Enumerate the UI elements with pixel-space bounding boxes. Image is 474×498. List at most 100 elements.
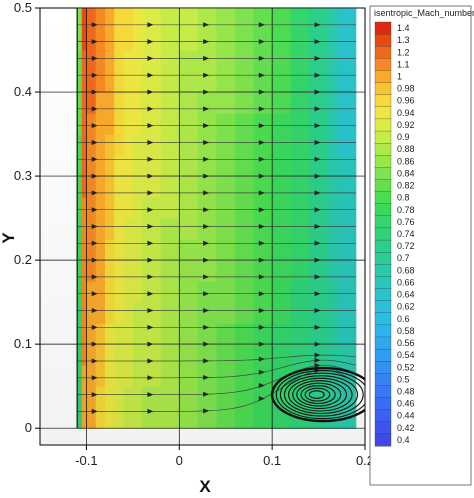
streamline-arrow (314, 106, 321, 112)
streamline-arrow (203, 257, 210, 263)
legend-label: 0.72 (397, 241, 415, 251)
legend-label: 0.5 (397, 374, 410, 384)
streamline-arrow (314, 39, 321, 45)
streamline-arrow (203, 139, 210, 145)
legend-label: 0.56 (397, 338, 415, 348)
legend-swatch (374, 82, 392, 96)
legend-swatch (374, 179, 392, 193)
legend-label: 0.92 (397, 120, 415, 130)
streamline-arrow (258, 139, 265, 145)
streamline-arrow (91, 375, 98, 381)
streamlines (77, 22, 356, 414)
streamline-arrow (147, 156, 154, 162)
streamline-arrow (314, 173, 321, 179)
streamline-arrow (147, 408, 154, 414)
streamline-arrow (147, 173, 154, 179)
streamline-arrow (91, 291, 98, 297)
vortex-loop (279, 372, 364, 417)
streamline-arrow (91, 173, 98, 179)
streamline-arrow (314, 139, 321, 145)
streamline-arrow (91, 22, 98, 28)
streamline-arrow (258, 106, 265, 112)
legend-swatch (374, 348, 392, 362)
streamline-arrow (203, 391, 210, 397)
streamline-arrow (203, 55, 210, 61)
streamline-arrow (314, 274, 321, 280)
legend-swatch (374, 33, 392, 47)
streamline-arrow (258, 324, 265, 330)
y-tick-label: 0 (25, 420, 32, 435)
streamline-arrow (203, 39, 210, 45)
vortex-loop (270, 366, 365, 423)
legend-swatch (374, 252, 392, 265)
legend-label: 0.94 (397, 108, 415, 118)
streamline-arrow (91, 257, 98, 263)
legend-swatch (374, 130, 392, 144)
streamline-arrow (258, 257, 265, 263)
streamline-arrow (91, 72, 98, 78)
streamline-arrow (203, 341, 210, 347)
y-tick-label: 0.2 (14, 252, 32, 267)
legend-swatch (374, 21, 392, 35)
streamline-arrow (147, 106, 154, 112)
streamline-arrow (203, 274, 210, 280)
streamline-arrow (147, 89, 154, 95)
streamline-arrow (147, 308, 154, 314)
legend-label: 0.8 (397, 193, 410, 203)
streamline-arrow (314, 362, 321, 368)
streamline-arrow (314, 190, 321, 196)
legend-swatch (374, 94, 392, 108)
streamline-arrow (147, 22, 154, 28)
streamline-arrow (203, 224, 210, 229)
legend-label: 0.68 (397, 265, 415, 275)
legend-label: 0.82 (397, 181, 415, 191)
legend-label: 1.1 (397, 59, 410, 69)
legend-swatch (374, 58, 392, 71)
streamline-arrow (91, 240, 98, 246)
streamline-arrow (91, 156, 98, 162)
legend-swatch (374, 373, 392, 386)
streamline-arrow (147, 392, 154, 398)
legend-label: 1 (397, 72, 402, 82)
legend-label: 0.48 (397, 386, 415, 396)
streamline-arrow (203, 190, 210, 196)
streamline-arrow (314, 89, 321, 95)
streamline-arrow (203, 89, 210, 95)
legend-label: 0.64 (397, 290, 415, 300)
vortex-loop (304, 387, 331, 402)
legend-label: 0.84 (397, 168, 415, 178)
streamline-arrow (258, 224, 265, 229)
y-tick-label: 0.5 (14, 0, 32, 15)
legend-label: 0.86 (397, 156, 415, 166)
streamline-arrow (314, 352, 321, 358)
streamline-arrow (147, 139, 154, 145)
streamline-arrow (258, 396, 265, 402)
streamline-arrow (203, 156, 210, 162)
legend-swatch (374, 46, 392, 59)
streamline-arrow (258, 308, 265, 314)
streamline-arrow (203, 408, 210, 414)
streamline-arrow (314, 257, 321, 263)
streamline-arrow (147, 72, 154, 78)
streamline-arrow (147, 240, 154, 246)
vortex-loop (300, 385, 336, 405)
streamline-arrow (314, 207, 321, 213)
y-tick-label: 0.1 (14, 336, 32, 351)
vortex-loop (292, 380, 347, 410)
streamline-arrow (258, 156, 265, 162)
legend-label: 0.66 (397, 277, 415, 287)
legend-swatch (374, 191, 392, 205)
streamline-arrow (91, 55, 98, 61)
streamline-arrow (147, 291, 154, 297)
legend-label: 0.46 (397, 399, 415, 409)
legend-label: 0.58 (397, 326, 415, 336)
legend-label: 0.6 (397, 314, 410, 324)
streamline-arrow (91, 207, 98, 213)
vortex-loop (275, 370, 365, 420)
legend-label: 0.54 (397, 350, 415, 360)
legend-label: 1.3 (397, 35, 410, 45)
legend-label: 0.44 (397, 411, 415, 421)
legend-label: 0.74 (397, 229, 415, 239)
streamline-arrow (203, 291, 210, 297)
